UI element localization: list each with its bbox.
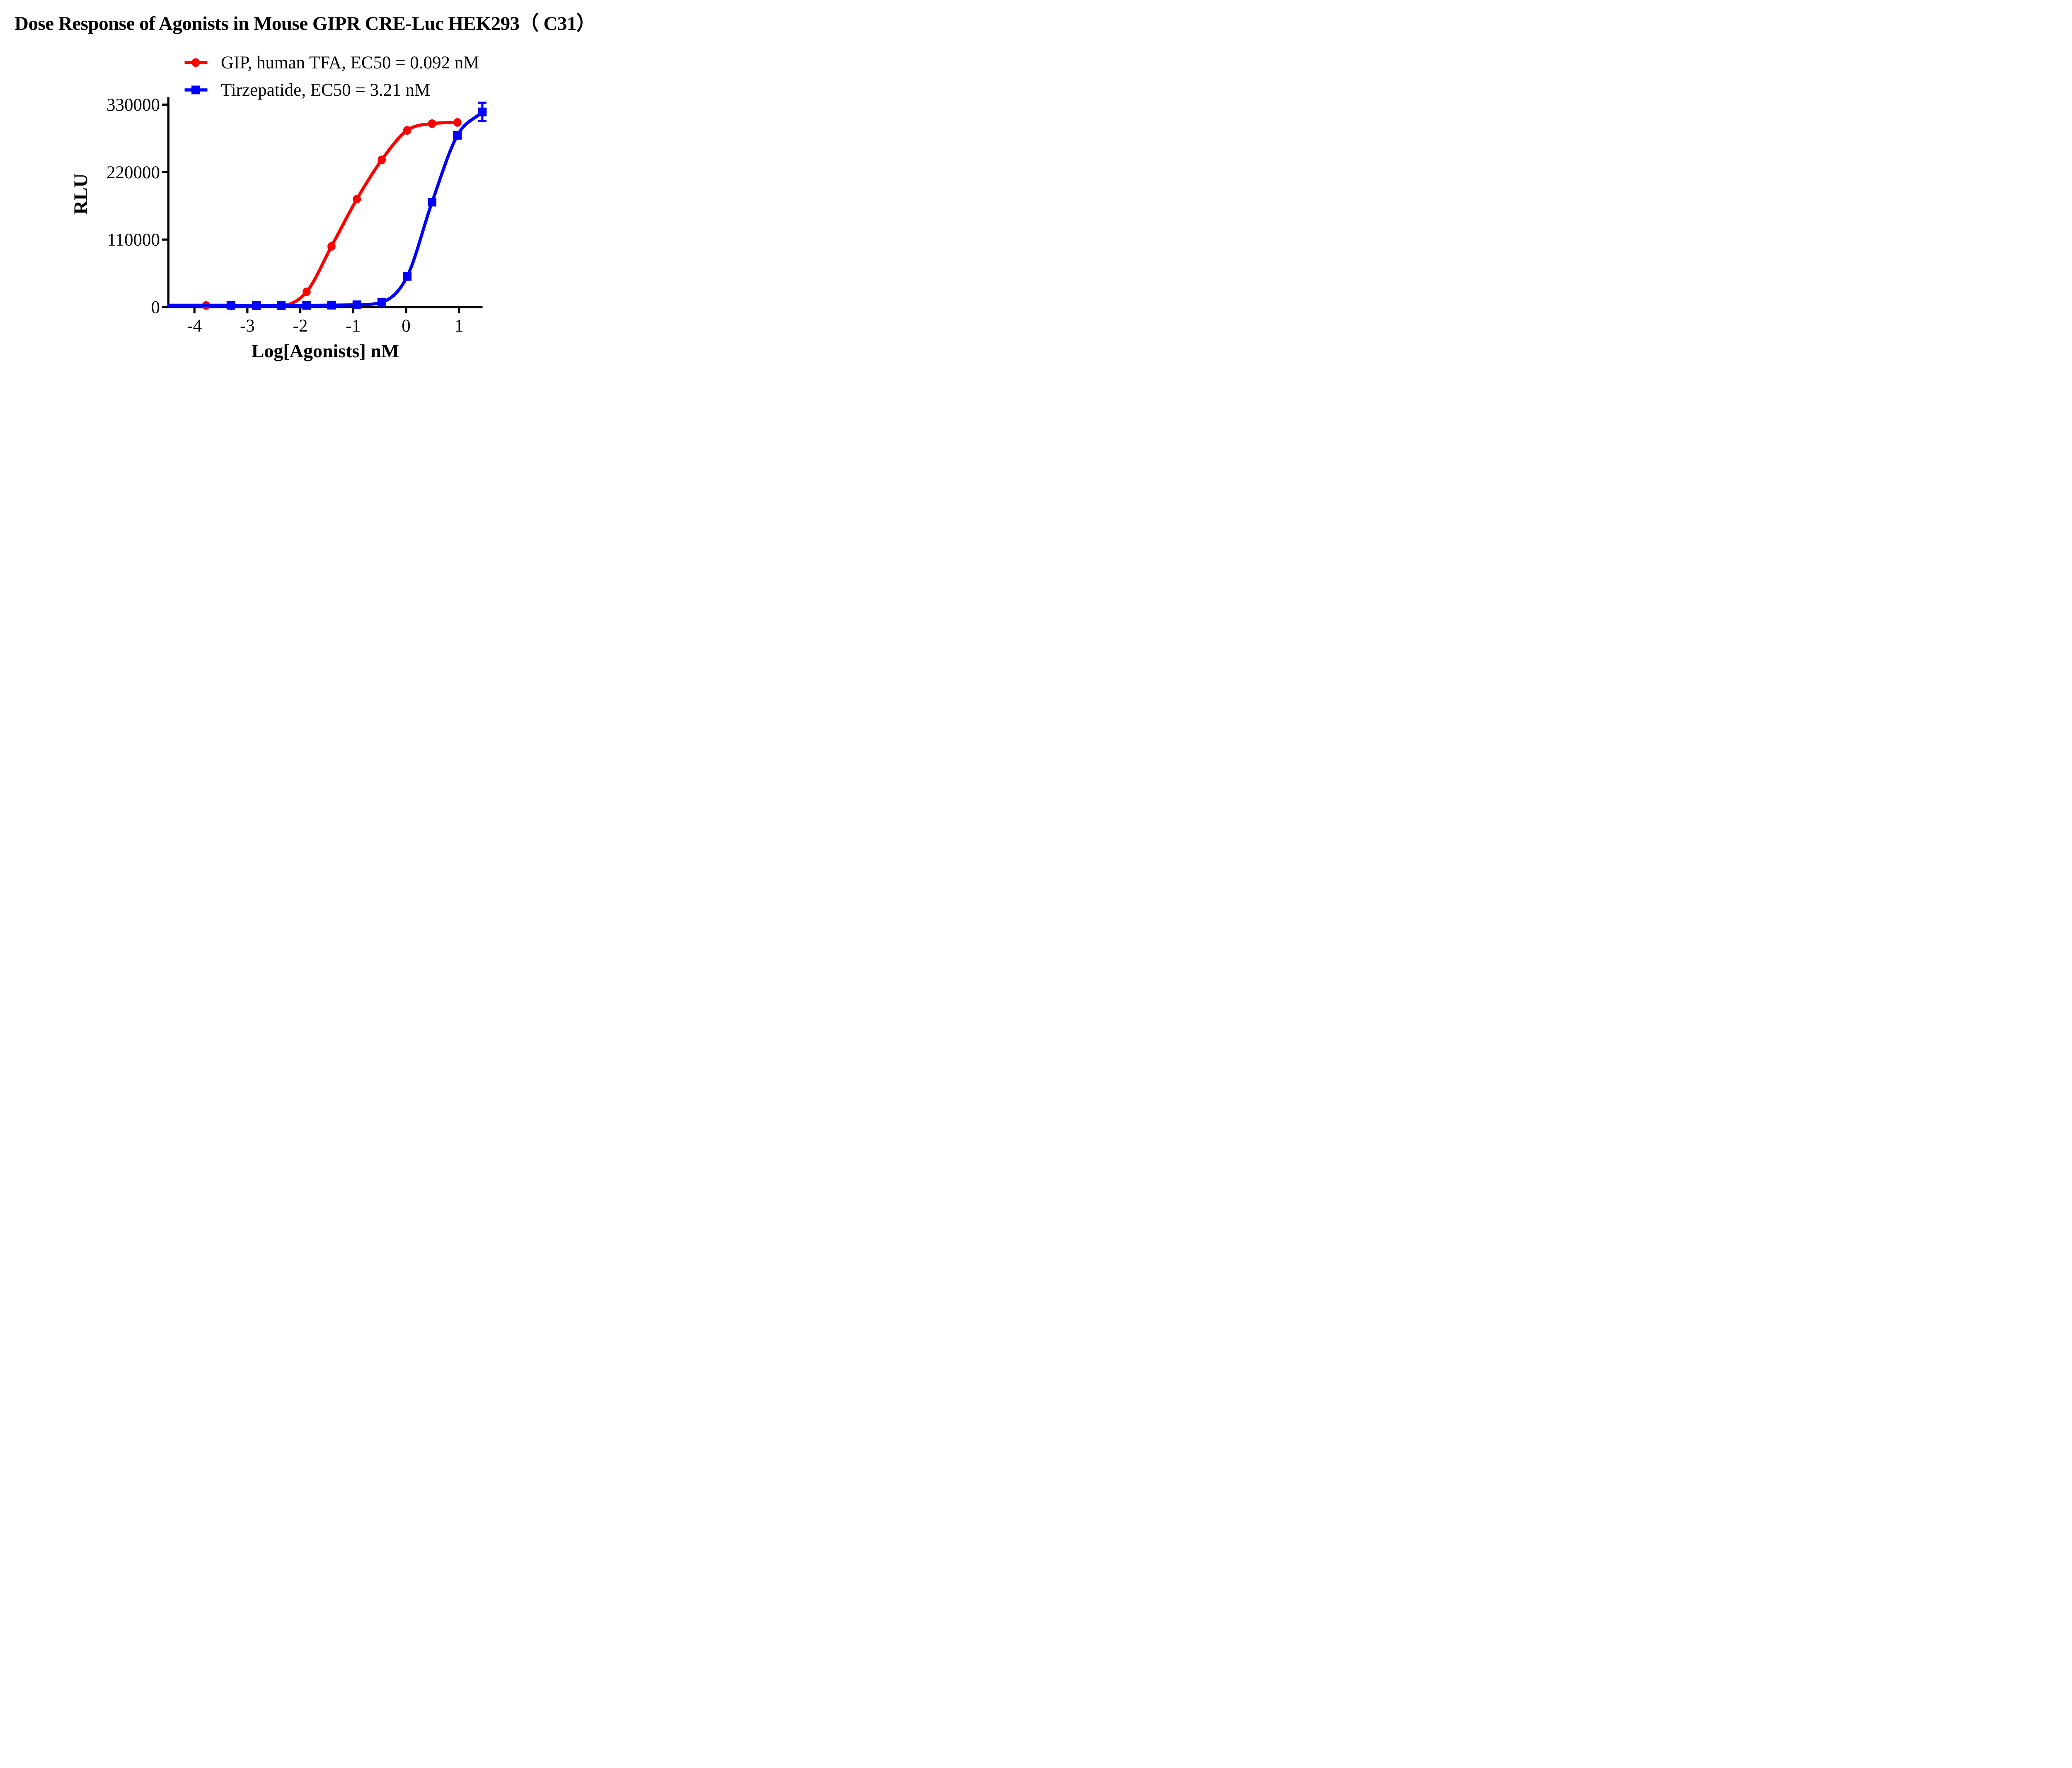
x-tick-label--3: -3 [240, 316, 255, 336]
gip-marker [453, 118, 462, 127]
legend-item-gip: GIP, human TFA, EC50 = 0.092 nM [184, 53, 479, 73]
gip-marker [378, 155, 386, 165]
tirzepatide-marker [302, 301, 311, 310]
x-tick-label--1: -1 [346, 316, 361, 336]
tirzepatide-curve [167, 110, 484, 308]
y-axis-label: RLU [70, 173, 92, 214]
legend-label-gip: GIP, human TFA, EC50 = 0.092 nM [221, 53, 479, 73]
legend-circle-marker-icon [191, 58, 200, 67]
x-tick-label--2: -2 [293, 316, 308, 336]
tirzepatide-marker [277, 301, 286, 310]
gip-marker [327, 242, 336, 251]
legend-square-marker-icon [191, 85, 200, 94]
y-tick-label-110000: 110000 [107, 230, 160, 250]
series-gip [167, 118, 462, 310]
tirzepatide-marker [428, 198, 437, 207]
gip-curve [167, 121, 459, 308]
x-tick-label--4: -4 [187, 316, 202, 336]
dose-response-plot: 0 110000 220000 330000 -4 -3 -2 -1 0 1 RLU Log[Ag… [70, 95, 487, 361]
tirzepatide-series-symbol-icon [184, 85, 208, 94]
y-tick-label-220000: 220000 [107, 163, 160, 182]
y-tick-label-0: 0 [151, 298, 160, 317]
series-layer [167, 102, 487, 310]
tirzepatide-marker [352, 300, 361, 309]
tick-labels: 0 110000 220000 330000 -4 -3 -2 -1 0 1 [107, 95, 463, 336]
x-tick-label-1: 1 [455, 316, 464, 336]
gip-series-symbol-icon [184, 58, 208, 67]
gip-marker [428, 119, 436, 128]
gip-marker [403, 126, 411, 135]
tirzepatide-marker [478, 107, 487, 116]
figure: Dose Response of Agonists in Mouse GIPR … [0, 0, 650, 377]
tirzepatide-marker [377, 298, 386, 307]
tirzepatide-marker [226, 301, 235, 310]
legend-item-tirzepatide: Tirzepatide, EC50 = 3.21 nM [184, 80, 431, 100]
tirzepatide-marker [453, 131, 462, 140]
tirzepatide-marker [403, 272, 412, 281]
series-tirzepatide [167, 102, 487, 310]
tirzepatide-marker [252, 301, 261, 310]
gip-marker [353, 195, 361, 203]
y-tick-label-330000: 330000 [107, 95, 160, 115]
chart-title: Dose Response of Agonists in Mouse GIPR … [15, 13, 596, 34]
x-tick-label-0: 0 [402, 316, 411, 336]
x-axis-label: Log[Agonists] nM [252, 340, 399, 361]
gip-marker [303, 287, 311, 296]
tirzepatide-marker [327, 300, 336, 310]
legend-label-tirzepatide: Tirzepatide, EC50 = 3.21 nM [221, 80, 431, 100]
